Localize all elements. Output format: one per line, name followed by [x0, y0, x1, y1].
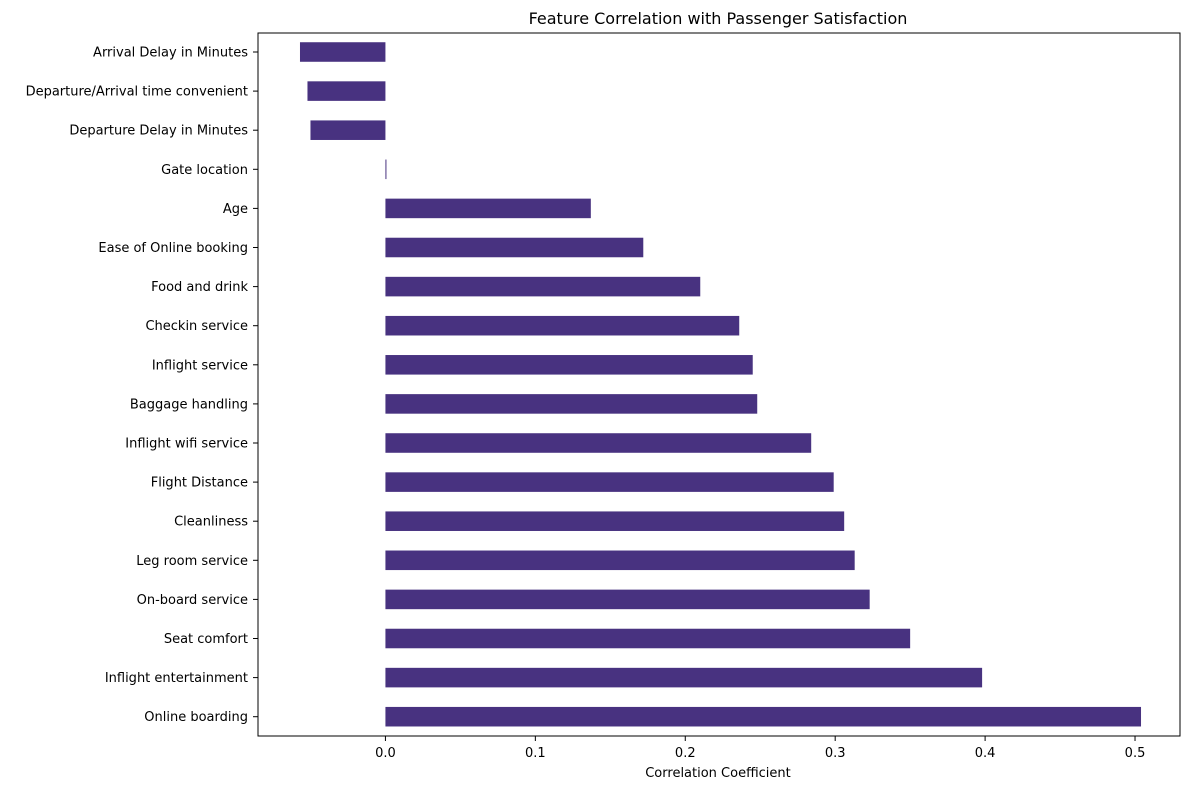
y-tick-label: Inflight service [152, 358, 248, 373]
y-tick-label: Online boarding [144, 710, 248, 725]
y-tick-label: Age [223, 202, 248, 217]
y-tick-label: Seat comfort [164, 632, 248, 647]
bar-inflight-wifi-service [385, 433, 812, 453]
y-axis: Arrival Delay in Minutes Departure/Arriva… [26, 46, 258, 725]
y-tick-label: Arrival Delay in Minutes [93, 46, 248, 61]
bar-checkin-service [385, 315, 740, 336]
y-tick-label: Gate location [161, 163, 248, 178]
bar-on-board-service [385, 589, 870, 610]
x-axis-title: Correlation Coefficient [645, 766, 791, 781]
x-tick-label: 0.3 [825, 746, 846, 761]
plot-frame [257, 32, 1181, 737]
bar-departure-delay-in-minutes [310, 120, 386, 140]
y-tick-label: Food and drink [151, 280, 248, 295]
y-tick-label: Departure/Arrival time convenient [26, 85, 248, 100]
bar-baggage-handling [385, 394, 758, 414]
bar-inflight-service [385, 355, 753, 375]
y-tick-label: Ease of Online booking [98, 241, 248, 256]
y-tick-label: Inflight wifi service [125, 437, 248, 452]
bars-layer [299, 42, 1142, 727]
y-tick-label: Checkin service [145, 319, 248, 334]
x-axis: 0.0 0.1 0.2 0.3 0.4 0.5 [375, 736, 1145, 761]
bar-inflight-entertainment [385, 667, 983, 688]
y-tick-label: On-board service [137, 593, 248, 608]
bar-food-and-drink [385, 276, 701, 297]
y-tick-label: Inflight entertainment [105, 671, 248, 686]
bar-seat-comfort [385, 628, 911, 649]
bar-gate-location [385, 159, 387, 180]
y-tick-label: Cleanliness [174, 515, 248, 530]
bar-flight-distance [385, 472, 834, 492]
bar-leg-room-service [385, 550, 855, 571]
y-tick-label: Baggage handling [130, 397, 248, 412]
bar-ease-of-online-booking [385, 237, 644, 258]
x-tick-label: 0.4 [975, 746, 996, 761]
y-tick-label: Flight Distance [151, 476, 248, 491]
x-tick-label: 0.2 [675, 746, 696, 761]
bar-online-boarding [385, 706, 1142, 727]
bar-departure-arrival-time-convenient [307, 81, 386, 101]
bar-cleanliness [385, 511, 845, 531]
y-tick-label: Leg room service [136, 554, 248, 569]
x-tick-label: 0.5 [1125, 746, 1146, 761]
bar-arrival-delay-in-minutes [299, 42, 386, 62]
x-tick-label: 0.1 [525, 746, 546, 761]
y-tick-label: Departure Delay in Minutes [69, 124, 248, 139]
bar-age [385, 198, 591, 219]
x-tick-label: 0.0 [375, 746, 396, 761]
chart-title: Feature Correlation with Passenger Satis… [529, 9, 908, 28]
